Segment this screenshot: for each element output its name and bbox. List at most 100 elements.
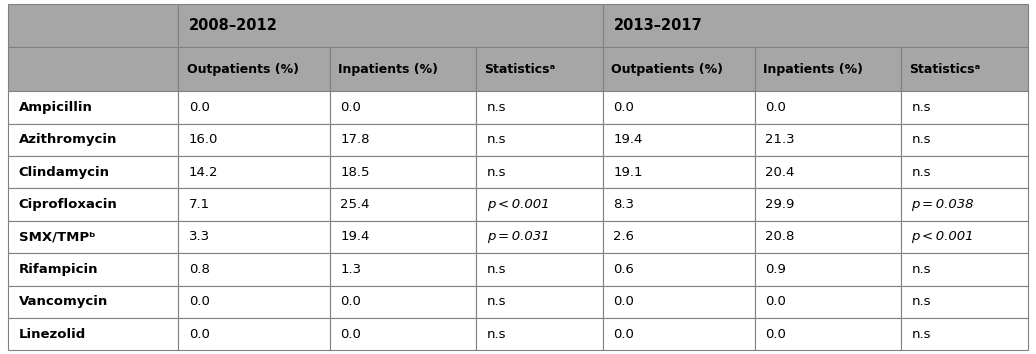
Text: 0.0: 0.0 [613, 101, 634, 114]
Bar [603, 47, 754, 91]
Bar [330, 124, 477, 156]
Bar [477, 318, 603, 350]
Bar [477, 221, 603, 253]
Bar [754, 188, 901, 221]
Bar [8, 188, 178, 221]
Bar [8, 156, 178, 188]
Bar [901, 286, 1028, 318]
Text: 0.0: 0.0 [189, 295, 209, 308]
Text: 16.0: 16.0 [189, 133, 219, 146]
Bar [178, 4, 603, 47]
Bar [330, 253, 477, 286]
Bar [8, 156, 178, 188]
Bar [178, 4, 603, 47]
Bar [178, 124, 330, 156]
Bar [754, 156, 901, 188]
Bar [603, 221, 754, 253]
Bar [178, 47, 330, 91]
Bar [178, 47, 330, 91]
Text: 0.9: 0.9 [765, 263, 786, 276]
Bar [8, 221, 178, 253]
Text: p < 0.001: p < 0.001 [487, 198, 549, 211]
Bar [8, 221, 178, 253]
Text: 3.3: 3.3 [189, 230, 210, 244]
Bar [330, 47, 477, 91]
Bar [8, 47, 178, 91]
Bar [901, 188, 1028, 221]
Bar [178, 156, 330, 188]
Text: 1.3: 1.3 [341, 263, 362, 276]
Bar [8, 4, 178, 47]
Bar [8, 124, 178, 156]
Bar [901, 124, 1028, 156]
Bar [901, 253, 1028, 286]
Bar [603, 188, 754, 221]
Bar [178, 221, 330, 253]
Text: n.s: n.s [912, 101, 930, 114]
Bar [330, 286, 477, 318]
Bar [754, 286, 901, 318]
Bar [901, 188, 1028, 221]
Text: 18.5: 18.5 [341, 166, 370, 179]
Text: n.s: n.s [487, 263, 507, 276]
Bar [754, 286, 901, 318]
Bar [754, 47, 901, 91]
Text: 0.6: 0.6 [613, 263, 634, 276]
Bar [8, 318, 178, 350]
Bar [178, 91, 330, 124]
Text: Outpatients (%): Outpatients (%) [186, 63, 298, 76]
Text: 0.0: 0.0 [765, 295, 786, 308]
Bar [603, 253, 754, 286]
Text: 19.4: 19.4 [613, 133, 642, 146]
Bar [603, 318, 754, 350]
Text: 0.0: 0.0 [189, 101, 209, 114]
Bar [330, 156, 477, 188]
Bar [477, 318, 603, 350]
Bar [178, 221, 330, 253]
Bar [901, 253, 1028, 286]
Bar [477, 286, 603, 318]
Text: n.s: n.s [912, 263, 930, 276]
Text: Azithromycin: Azithromycin [19, 133, 117, 146]
Bar [901, 47, 1028, 91]
Text: n.s: n.s [487, 328, 507, 341]
Text: 17.8: 17.8 [341, 133, 370, 146]
Text: Clindamycin: Clindamycin [19, 166, 110, 179]
Text: 19.4: 19.4 [341, 230, 370, 244]
Text: 0.0: 0.0 [765, 101, 786, 114]
Bar [178, 318, 330, 350]
Text: 2.6: 2.6 [613, 230, 634, 244]
Text: n.s: n.s [912, 328, 930, 341]
Bar [901, 318, 1028, 350]
Text: p = 0.038: p = 0.038 [912, 198, 974, 211]
Bar [603, 188, 754, 221]
Bar [901, 221, 1028, 253]
Bar [603, 124, 754, 156]
Bar [330, 156, 477, 188]
Bar [178, 188, 330, 221]
Bar [603, 286, 754, 318]
Text: 0.0: 0.0 [613, 295, 634, 308]
Bar [901, 124, 1028, 156]
Text: Statisticsᵃ: Statisticsᵃ [485, 63, 556, 76]
Bar [603, 253, 754, 286]
Bar [178, 124, 330, 156]
Bar [330, 253, 477, 286]
Bar [330, 47, 477, 91]
Bar [8, 253, 178, 286]
Text: Inpatients (%): Inpatients (%) [762, 63, 863, 76]
Bar [754, 318, 901, 350]
Text: 7.1: 7.1 [189, 198, 210, 211]
Text: Ampicillin: Ampicillin [19, 101, 92, 114]
Bar [8, 318, 178, 350]
Text: 0.0: 0.0 [189, 328, 209, 341]
Bar [477, 156, 603, 188]
Text: 20.4: 20.4 [765, 166, 795, 179]
Bar [330, 221, 477, 253]
Bar [754, 124, 901, 156]
Bar [901, 156, 1028, 188]
Bar [603, 318, 754, 350]
Bar [8, 286, 178, 318]
Bar [477, 91, 603, 124]
Bar [330, 286, 477, 318]
